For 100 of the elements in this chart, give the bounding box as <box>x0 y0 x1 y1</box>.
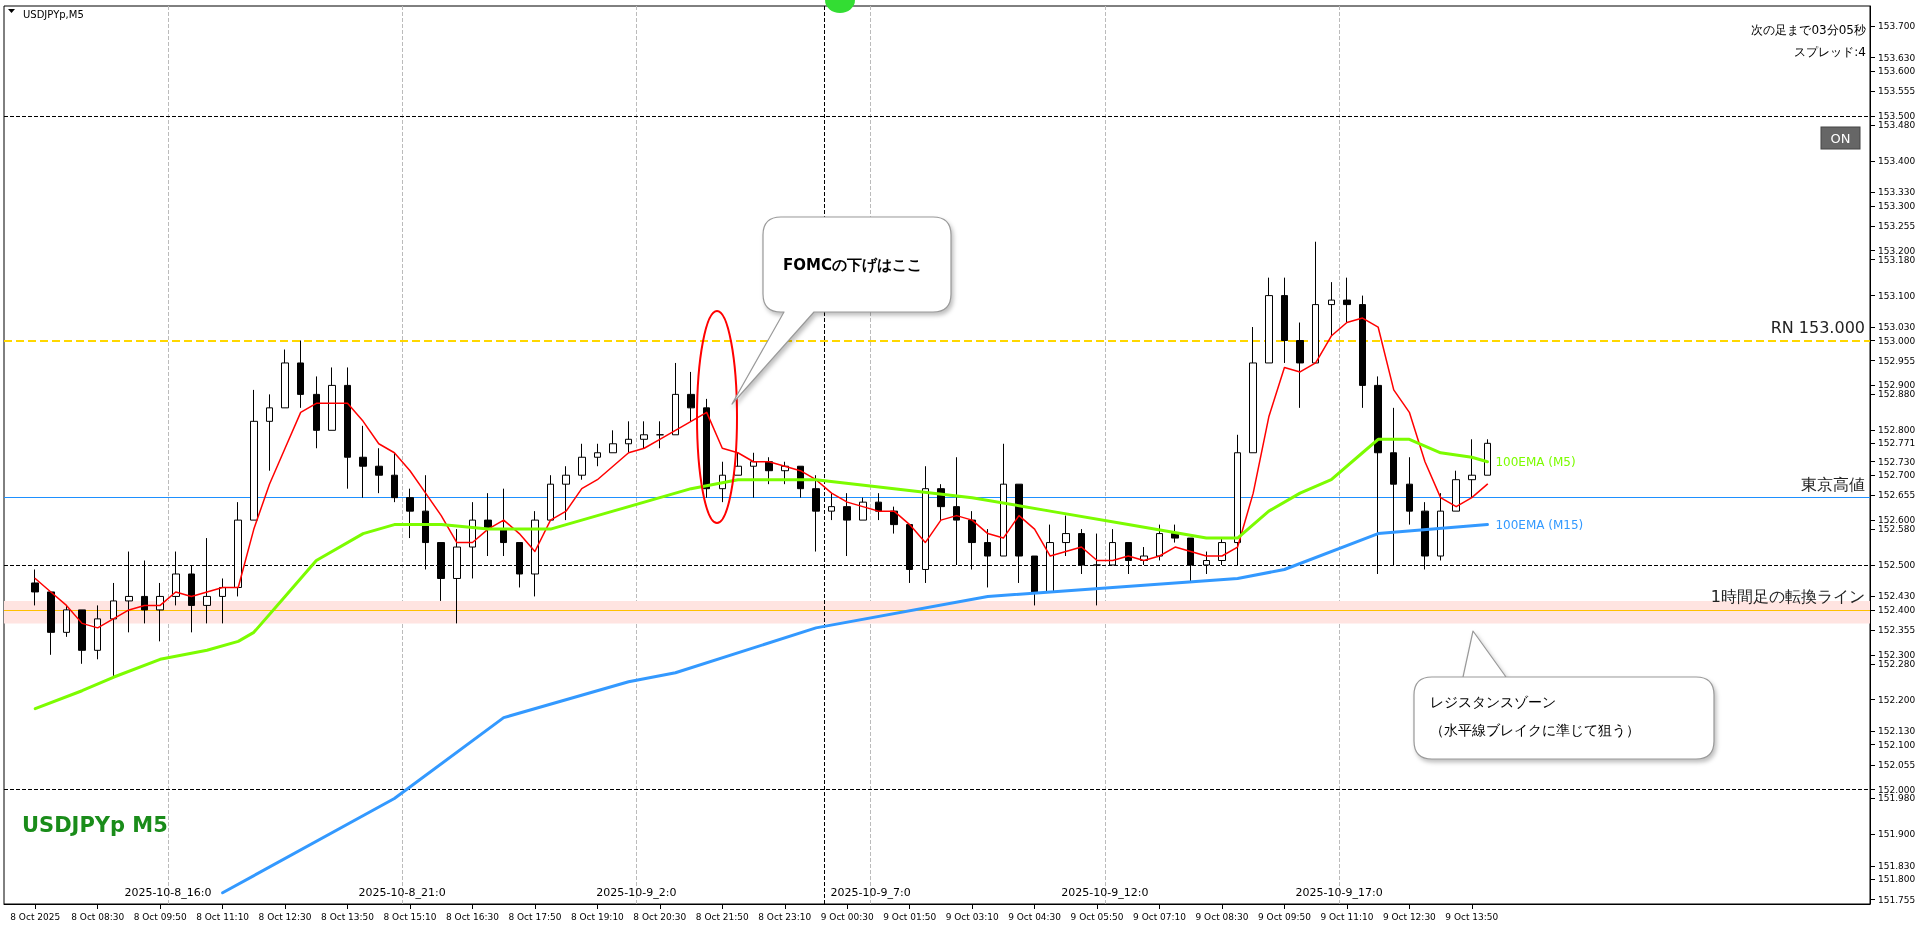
candlestick <box>578 443 586 481</box>
series-label: 100EMA (M15) <box>1495 517 1584 532</box>
candlestick <box>344 366 351 490</box>
candlestick <box>391 452 398 503</box>
y-tick-label: 152.955 <box>1878 355 1916 366</box>
candlestick <box>266 393 273 472</box>
candlestick <box>1218 537 1226 566</box>
y-tick-label: 153.200 <box>1878 245 1916 256</box>
y-tick-label: 152.655 <box>1878 490 1916 501</box>
y-tick-label: 153.400 <box>1878 155 1916 166</box>
candlestick <box>1312 241 1319 364</box>
y-tick-label: 151.830 <box>1878 860 1916 871</box>
x-tick-label: 9 Oct 08:30 <box>1195 911 1249 922</box>
x-tick-label: 8 Oct 21:50 <box>695 911 750 922</box>
candlestick <box>1452 470 1460 512</box>
candlestick <box>375 447 383 494</box>
x-tick-label: 8 Oct 15:10 <box>383 911 437 922</box>
candlestick <box>1249 326 1257 454</box>
annotation: FOMCの下げはここ <box>783 256 922 274</box>
x-tick-label: 9 Oct 03:10 <box>945 911 999 922</box>
ref-line-label: 東京高値 <box>1801 475 1865 495</box>
y-tick-label: 152.580 <box>1878 524 1916 535</box>
x-tick-label: 8 Oct 08:30 <box>71 911 125 922</box>
candlestick <box>703 398 710 499</box>
y-tick-label: 152.100 <box>1878 739 1916 750</box>
candlestick <box>63 604 70 638</box>
candlestick <box>765 456 773 485</box>
candlestick <box>547 474 554 521</box>
candlestick <box>94 604 101 660</box>
x-tick-label: 9 Oct 05:50 <box>1070 911 1124 922</box>
candlestick <box>1359 295 1366 409</box>
candlestick <box>859 497 867 521</box>
candlestick <box>1062 515 1070 557</box>
candlestick <box>953 456 960 566</box>
y-tick-label: 152.771 <box>1878 438 1916 449</box>
x2-tick-label: 2025-10-8_21:0 <box>358 886 446 899</box>
annotation: （水平線ブレイクに準じて狙う） <box>1430 722 1640 738</box>
annotation: 次の足まで03分05秒 <box>1751 23 1866 37</box>
candlestick <box>1156 524 1163 562</box>
candlestick <box>1468 438 1476 499</box>
candlestick <box>31 569 39 606</box>
x-tick-label: 9 Oct 12:30 <box>1382 911 1437 922</box>
candlestick <box>594 443 601 467</box>
candlestick <box>843 492 851 557</box>
x-tick-label: 8 Oct 20:30 <box>633 911 687 922</box>
candlestick <box>875 492 882 521</box>
y-tick-label: 152.000 <box>1878 784 1916 795</box>
x-tick-label: 9 Oct 01:50 <box>883 911 937 922</box>
y-tick-label: 151.755 <box>1878 894 1916 905</box>
y-tick-label: 152.200 <box>1878 694 1916 705</box>
candlestick <box>219 577 226 624</box>
annotation: USDJPYp M5 <box>22 813 168 837</box>
y-tick-label: 152.430 <box>1878 591 1916 602</box>
y-tick-label: 152.880 <box>1878 389 1916 400</box>
y-tick-label: 152.355 <box>1878 625 1916 636</box>
x-tick-label: 8 Oct 13:50 <box>321 911 375 922</box>
candlestick <box>1484 438 1491 476</box>
y-tick-label: 151.900 <box>1878 829 1916 840</box>
candlestick <box>750 452 757 499</box>
series-label: 100EMA (M5) <box>1495 454 1576 469</box>
x2-tick-label: 2025-10-9_12:0 <box>1061 886 1149 899</box>
candlestick <box>734 452 742 476</box>
y-tick-label: 153.500 <box>1878 111 1916 121</box>
y-tick-label: 152.130 <box>1878 726 1916 737</box>
x-tick-label: 8 Oct 19:10 <box>570 911 625 922</box>
candlestick <box>313 375 320 449</box>
y-tick-label: 153.300 <box>1878 200 1916 211</box>
candlestick <box>687 371 695 422</box>
x-tick-label: 8 Oct 09:50 <box>133 911 187 922</box>
candlestick <box>1406 456 1413 526</box>
x-tick-label: 9 Oct 13:50 <box>1445 911 1499 922</box>
y-tick-label: 151.800 <box>1878 874 1916 885</box>
x-tick-label: 9 Oct 00:30 <box>820 911 874 922</box>
annotation: スプレッド:4 <box>1794 45 1866 59</box>
x-tick-label: 8 Oct 2025 <box>10 911 61 922</box>
y-tick-label: 152.900 <box>1878 380 1916 391</box>
candlestick <box>1328 281 1335 337</box>
candlestick <box>1265 277 1273 364</box>
y-tick-label: 153.630 <box>1878 52 1916 63</box>
candlestick <box>1343 277 1351 324</box>
y-tick-label: 152.500 <box>1878 560 1916 571</box>
x-tick-label: 8 Oct 23:10 <box>758 911 812 922</box>
y-tick-label: 152.700 <box>1878 470 1916 481</box>
y-tick-label: 152.730 <box>1878 456 1916 467</box>
y-tick-label: 153.100 <box>1878 290 1916 301</box>
y-tick-label: 152.055 <box>1878 759 1916 770</box>
y-tick-label: 152.400 <box>1878 604 1916 615</box>
x-tick-label: 8 Oct 17:50 <box>508 911 562 922</box>
candlestick <box>625 420 632 454</box>
y-tick-label: 151.980 <box>1878 793 1916 804</box>
y-tick-label: 153.180 <box>1878 254 1916 265</box>
candlestick <box>250 389 258 521</box>
line-series <box>34 317 1489 629</box>
y-tick-label: 153.700 <box>1878 21 1916 32</box>
y-tick-label: 153.555 <box>1878 86 1916 97</box>
y-tick-label: 153.000 <box>1878 335 1916 346</box>
x2-tick-label: 2025-10-8_16:0 <box>124 886 212 899</box>
annotation: ON <box>1830 131 1851 146</box>
candlestick <box>281 348 289 409</box>
candlestick <box>656 420 664 449</box>
